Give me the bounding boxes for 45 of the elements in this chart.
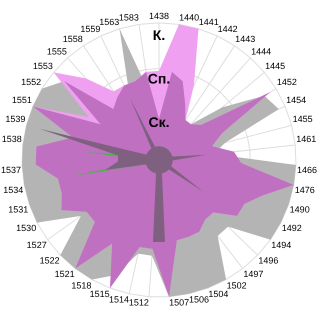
spoke-label: 1507 [169,298,190,308]
spoke-label: 1522 [40,256,60,266]
spoke-label: 1553 [32,60,53,71]
spoke-label: 1539 [5,114,26,124]
spoke-label: 1440 [179,12,200,22]
spoke-label: 1496 [258,256,278,266]
spoke-label: 1538 [2,134,22,144]
spoke-label: 1454 [286,95,306,106]
spoke-label: 1444 [251,46,272,56]
text: К. [152,27,166,44]
spoke-label: 1441 [198,16,219,27]
spoke-label: 1494 [271,240,292,250]
spoke-label: 1521 [54,269,75,280]
spoke-label: 1443 [235,34,256,44]
spoke-label: 1476 [294,184,315,195]
spoke-label: 1504 [208,288,228,299]
spoke-label: 1559 [80,24,100,34]
spoke-label: 1514 [108,294,129,305]
text: Сп. [148,70,170,87]
spoke-label: 1534 [3,184,24,195]
spoke-label: 1492 [282,223,302,234]
spoke-label: 1455 [292,114,313,124]
spoke-label: 1537 [0,164,22,175]
spoke-label: 1563 [99,16,120,27]
spoke-label: 1551 [12,95,32,106]
spoke-label: 1502 [226,280,247,290]
spoke-label: 1445 [265,60,286,71]
spoke-label: 1531 [8,204,28,214]
spoke-label: 1515 [90,288,110,299]
spoke-label: 1497 [243,269,264,280]
spoke-label: 1490 [290,204,310,214]
spoke-label: 1466 [296,164,318,175]
spoke-label: 1558 [62,34,83,44]
spoke-label: 1555 [46,46,67,56]
spoke-label: 1583 [118,12,139,22]
spoke-label: 1438 [148,11,170,22]
spoke-label: 1461 [296,134,316,144]
spoke-label: 1552 [21,77,42,88]
spoke-label: 1527 [26,240,47,250]
spoke-label: 1518 [71,280,92,290]
spoke-label: 1452 [276,77,297,88]
spoke-label: 1530 [16,223,36,234]
spoke-label: 1506 [189,294,210,305]
spoke-label: 1512 [128,298,149,308]
spoke-label: 1442 [218,24,238,34]
